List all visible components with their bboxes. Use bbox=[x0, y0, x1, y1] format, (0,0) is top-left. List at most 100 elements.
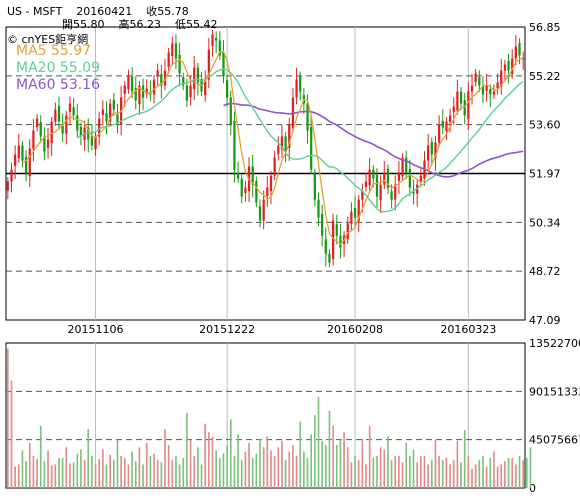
candle-body bbox=[240, 178, 243, 197]
volume-bar bbox=[295, 455, 298, 488]
volume-bar bbox=[365, 464, 367, 488]
candle-body bbox=[193, 67, 196, 90]
volume-bar bbox=[281, 440, 283, 488]
candle-body bbox=[331, 220, 335, 260]
volume-bar bbox=[160, 462, 163, 488]
candle-body bbox=[408, 168, 412, 188]
volume-bar bbox=[229, 419, 232, 488]
candle-body bbox=[28, 148, 31, 177]
volume-bar bbox=[186, 412, 188, 488]
volume-bar bbox=[123, 457, 126, 488]
candle-body bbox=[130, 76, 134, 92]
volume-bar bbox=[409, 455, 411, 488]
candle-body bbox=[156, 70, 159, 76]
candle-body bbox=[364, 181, 368, 188]
volume-bar bbox=[98, 459, 101, 488]
volume-bar bbox=[83, 460, 86, 488]
volume-bar bbox=[248, 442, 250, 488]
ma20-line bbox=[76, 68, 524, 213]
volume-bar bbox=[43, 461, 46, 488]
candle-body bbox=[375, 175, 379, 197]
volume-bar bbox=[32, 455, 35, 488]
volume-bar bbox=[412, 449, 415, 488]
candle-body bbox=[182, 77, 185, 86]
logo-text: cnYES鉅亨網 bbox=[21, 33, 89, 46]
y-tick-label: 47.09 bbox=[529, 314, 561, 327]
candle-body bbox=[204, 79, 207, 96]
volume-bar bbox=[529, 447, 532, 488]
header-quote-line: US - MSFT 20160421 收55.78 bbox=[7, 5, 189, 18]
candle-body bbox=[222, 51, 225, 77]
volume-bar bbox=[94, 464, 97, 488]
candle-body bbox=[236, 173, 240, 179]
volume-bar bbox=[350, 462, 353, 488]
volume-bar bbox=[69, 463, 71, 488]
volume-bar bbox=[226, 445, 228, 488]
candle-body bbox=[481, 85, 485, 95]
volume-bar bbox=[175, 455, 177, 488]
volume-bar bbox=[310, 434, 313, 488]
candle-body bbox=[39, 122, 42, 137]
candle-body bbox=[171, 43, 174, 57]
candle-body bbox=[448, 115, 452, 122]
volume-bar bbox=[25, 461, 27, 488]
candle-body bbox=[211, 34, 214, 46]
candle-body bbox=[339, 235, 342, 248]
candle-body bbox=[167, 52, 170, 67]
volume-bar bbox=[149, 455, 152, 488]
volume-bar bbox=[317, 396, 320, 488]
candle-body bbox=[14, 154, 17, 166]
candle-body bbox=[61, 125, 64, 134]
candle-body bbox=[152, 79, 156, 95]
volume-bar bbox=[200, 464, 203, 488]
volume-bar bbox=[237, 434, 239, 488]
ma60-line bbox=[223, 102, 524, 178]
candle-body bbox=[229, 97, 232, 125]
candle-body bbox=[269, 175, 273, 192]
volume-bar bbox=[441, 460, 444, 488]
candle-body bbox=[485, 85, 488, 91]
candle-body bbox=[138, 85, 141, 105]
candle-body bbox=[310, 126, 313, 170]
x-tick-label: 20160323 bbox=[440, 323, 496, 336]
volume-bar bbox=[321, 440, 323, 488]
volume-bar bbox=[142, 464, 144, 488]
y-tick-label: 50.34 bbox=[529, 216, 561, 229]
y-tick-label: 48.72 bbox=[529, 265, 561, 278]
candle-body bbox=[127, 76, 130, 90]
candle-body bbox=[522, 58, 525, 60]
volume-bar bbox=[197, 447, 199, 488]
candle-body bbox=[76, 115, 79, 131]
candle-body bbox=[105, 113, 108, 122]
volume-bar bbox=[500, 464, 503, 488]
volume-bar bbox=[449, 464, 451, 488]
candle-body bbox=[43, 136, 46, 152]
candle-body bbox=[72, 107, 75, 116]
candle-body bbox=[361, 190, 364, 200]
volume-bar bbox=[204, 423, 207, 488]
volume-bar bbox=[65, 447, 68, 488]
candle-body bbox=[470, 85, 474, 92]
candle-body bbox=[412, 191, 415, 194]
candle-body bbox=[79, 126, 83, 137]
volume-bar bbox=[434, 439, 437, 488]
volume-bar bbox=[526, 457, 528, 488]
volume-tick-label: 90151333 bbox=[529, 385, 580, 398]
volume-bar bbox=[72, 462, 75, 488]
candle-body bbox=[463, 99, 466, 116]
candle-body bbox=[295, 79, 298, 98]
candle-body bbox=[32, 130, 35, 149]
candle-body bbox=[459, 91, 463, 104]
candle-body bbox=[434, 142, 437, 159]
volume-bar bbox=[292, 445, 294, 488]
candle-body bbox=[10, 169, 13, 182]
volume-bar bbox=[109, 454, 111, 488]
candle-body bbox=[492, 91, 496, 95]
candle-body bbox=[65, 115, 68, 134]
y-tick-label: 56.85 bbox=[529, 21, 561, 34]
volume-bar bbox=[284, 460, 287, 488]
candle-body bbox=[50, 121, 53, 144]
volume-bar bbox=[39, 425, 42, 488]
volume-bar bbox=[193, 455, 196, 488]
